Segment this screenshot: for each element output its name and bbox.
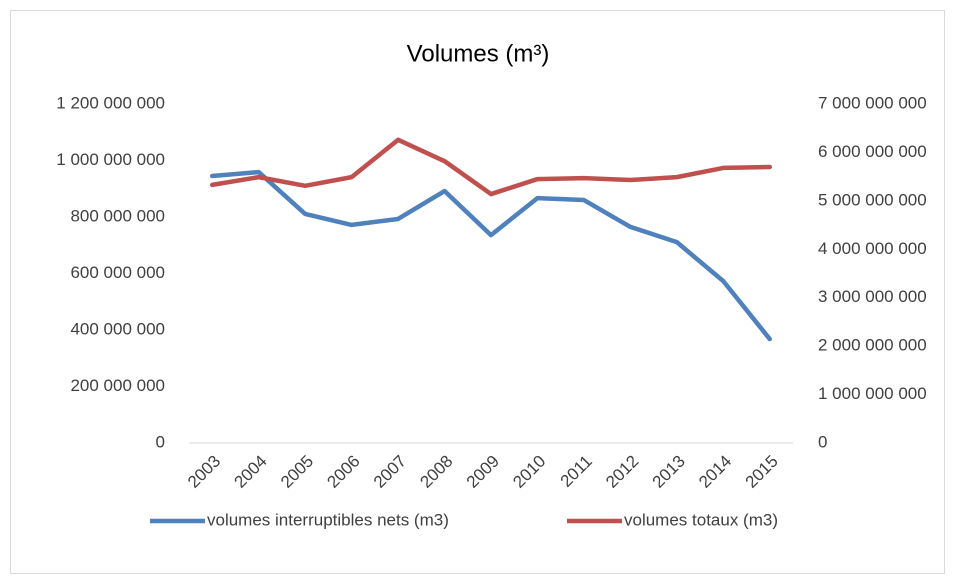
data-line: [209, 137, 773, 197]
y-tick-label: 600 000 000: [70, 263, 165, 282]
y2-tick-label: 3 000 000 000: [818, 287, 927, 306]
y-tick-label: 1 200 000 000: [56, 93, 165, 112]
y2-tick-label: 2 000 000 000: [818, 336, 927, 355]
y2-tick-label: 0: [818, 432, 827, 451]
y2-tick-label: 4 000 000 000: [818, 239, 927, 258]
data-line: [209, 169, 773, 342]
chart-border: [10, 10, 945, 574]
y-tick-label: 1 000 000 000: [56, 150, 165, 169]
chart-title: Volumes (m³): [407, 40, 550, 67]
legend-label: volumes totaux (m3): [624, 510, 778, 529]
y2-tick-label: 5 000 000 000: [818, 190, 927, 209]
y2-tick-label: 1 000 000 000: [818, 384, 927, 403]
y-tick-label: 800 000 000: [70, 206, 165, 225]
y-tick-label: 400 000 000: [70, 319, 165, 338]
legend-label: volumes interruptibles nets (m3): [207, 510, 449, 529]
y-tick-label: 0: [156, 432, 165, 451]
y2-tick-label: 6 000 000 000: [818, 142, 927, 161]
y-tick-label: 200 000 000: [70, 376, 165, 395]
y2-tick-label: 7 000 000 000: [818, 93, 927, 112]
